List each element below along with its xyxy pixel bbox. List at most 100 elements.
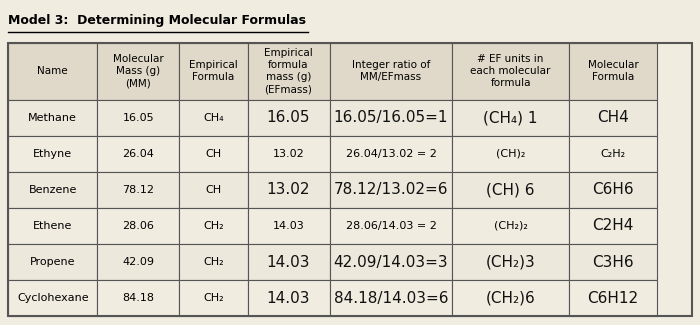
Bar bbox=[568, 244, 657, 280]
Bar bbox=[330, 280, 452, 316]
Bar bbox=[248, 136, 330, 172]
Text: CH₂: CH₂ bbox=[203, 257, 224, 267]
Text: Empirical
Formula: Empirical Formula bbox=[189, 60, 238, 83]
Bar bbox=[452, 280, 568, 316]
Bar bbox=[452, 244, 568, 280]
Bar bbox=[568, 208, 657, 244]
Text: 84.18/14.03=6: 84.18/14.03=6 bbox=[334, 291, 448, 306]
Bar bbox=[452, 100, 568, 136]
Bar bbox=[568, 280, 657, 316]
Bar bbox=[8, 244, 97, 280]
Text: 26.04/13.02 = 2: 26.04/13.02 = 2 bbox=[346, 149, 436, 159]
Text: 42.09/14.03=3: 42.09/14.03=3 bbox=[334, 254, 448, 269]
Text: Benzene: Benzene bbox=[29, 185, 77, 195]
Text: 28.06: 28.06 bbox=[122, 221, 154, 231]
Text: Ethyne: Ethyne bbox=[33, 149, 72, 159]
Text: C6H6: C6H6 bbox=[592, 182, 634, 197]
Text: CH: CH bbox=[205, 149, 221, 159]
Bar bbox=[97, 172, 179, 208]
Text: 16.05/16.05=1: 16.05/16.05=1 bbox=[334, 110, 448, 125]
Bar bbox=[8, 43, 97, 100]
Bar bbox=[452, 136, 568, 172]
Text: C3H6: C3H6 bbox=[592, 254, 634, 269]
Text: Molecular
Formula: Molecular Formula bbox=[588, 60, 638, 83]
Bar bbox=[452, 43, 568, 100]
Text: 84.18: 84.18 bbox=[122, 293, 154, 303]
Text: CH: CH bbox=[205, 185, 221, 195]
Bar bbox=[97, 280, 179, 316]
Bar bbox=[452, 172, 568, 208]
Bar bbox=[248, 43, 330, 100]
Bar bbox=[248, 172, 330, 208]
Bar bbox=[97, 244, 179, 280]
Bar bbox=[568, 43, 657, 100]
Bar bbox=[330, 172, 452, 208]
Bar bbox=[248, 244, 330, 280]
Text: (CH₂)3: (CH₂)3 bbox=[486, 254, 536, 269]
Text: 14.03: 14.03 bbox=[272, 221, 304, 231]
Bar bbox=[179, 172, 248, 208]
Bar bbox=[179, 43, 248, 100]
Bar bbox=[179, 280, 248, 316]
Text: (CH₂)₂: (CH₂)₂ bbox=[494, 221, 528, 231]
Text: 16.05: 16.05 bbox=[267, 110, 310, 125]
Bar bbox=[8, 172, 97, 208]
Bar bbox=[8, 100, 97, 136]
Bar bbox=[8, 208, 97, 244]
Text: (CH) 6: (CH) 6 bbox=[486, 182, 535, 197]
Bar bbox=[97, 136, 179, 172]
Text: CH₂: CH₂ bbox=[203, 293, 224, 303]
Text: 14.03: 14.03 bbox=[267, 291, 310, 306]
Text: Model 3:  Determining Molecular Formulas: Model 3: Determining Molecular Formulas bbox=[8, 14, 307, 27]
Text: # EF units in
each molecular
formula: # EF units in each molecular formula bbox=[470, 55, 551, 88]
Text: CH₂: CH₂ bbox=[203, 221, 224, 231]
Text: 13.02: 13.02 bbox=[267, 182, 310, 197]
Text: 13.02: 13.02 bbox=[272, 149, 304, 159]
Bar bbox=[330, 244, 452, 280]
Text: (CH₂)6: (CH₂)6 bbox=[486, 291, 536, 306]
Bar bbox=[568, 100, 657, 136]
Text: Methane: Methane bbox=[28, 113, 77, 123]
Bar bbox=[8, 136, 97, 172]
Text: Empirical
formula
mass (g)
(EFmass): Empirical formula mass (g) (EFmass) bbox=[264, 48, 313, 95]
Bar bbox=[330, 43, 452, 100]
Text: Molecular
Mass (g)
(MM): Molecular Mass (g) (MM) bbox=[113, 55, 164, 88]
Text: (CH₄) 1: (CH₄) 1 bbox=[483, 110, 538, 125]
Bar bbox=[179, 208, 248, 244]
Bar bbox=[330, 136, 452, 172]
Bar bbox=[568, 172, 657, 208]
Bar bbox=[330, 100, 452, 136]
Text: C2H4: C2H4 bbox=[592, 218, 634, 233]
Bar bbox=[8, 43, 692, 316]
Bar bbox=[568, 136, 657, 172]
Bar bbox=[179, 244, 248, 280]
Text: (CH)₂: (CH)₂ bbox=[496, 149, 525, 159]
Text: CH₄: CH₄ bbox=[203, 113, 224, 123]
Text: 78.12: 78.12 bbox=[122, 185, 154, 195]
Bar bbox=[248, 280, 330, 316]
Bar bbox=[97, 100, 179, 136]
Text: 28.06/14.03 = 2: 28.06/14.03 = 2 bbox=[346, 221, 436, 231]
Bar bbox=[179, 136, 248, 172]
Text: C6H12: C6H12 bbox=[587, 291, 638, 306]
Bar bbox=[330, 208, 452, 244]
Bar bbox=[8, 280, 97, 316]
Text: 42.09: 42.09 bbox=[122, 257, 154, 267]
Bar bbox=[179, 100, 248, 136]
Text: 14.03: 14.03 bbox=[267, 254, 310, 269]
Text: Integer ratio of
MM/EFmass: Integer ratio of MM/EFmass bbox=[352, 60, 430, 83]
Bar bbox=[248, 100, 330, 136]
Text: Ethene: Ethene bbox=[33, 221, 73, 231]
Text: Name: Name bbox=[38, 67, 68, 76]
Text: 26.04: 26.04 bbox=[122, 149, 154, 159]
Bar bbox=[248, 208, 330, 244]
Text: CH4: CH4 bbox=[597, 110, 629, 125]
Text: Cyclohexane: Cyclohexane bbox=[17, 293, 89, 303]
Bar bbox=[97, 43, 179, 100]
Text: Propene: Propene bbox=[30, 257, 76, 267]
Text: 78.12/13.02=6: 78.12/13.02=6 bbox=[334, 182, 448, 197]
Text: 16.05: 16.05 bbox=[122, 113, 154, 123]
Text: C₂H₂: C₂H₂ bbox=[601, 149, 626, 159]
Bar bbox=[452, 208, 568, 244]
Bar bbox=[97, 208, 179, 244]
